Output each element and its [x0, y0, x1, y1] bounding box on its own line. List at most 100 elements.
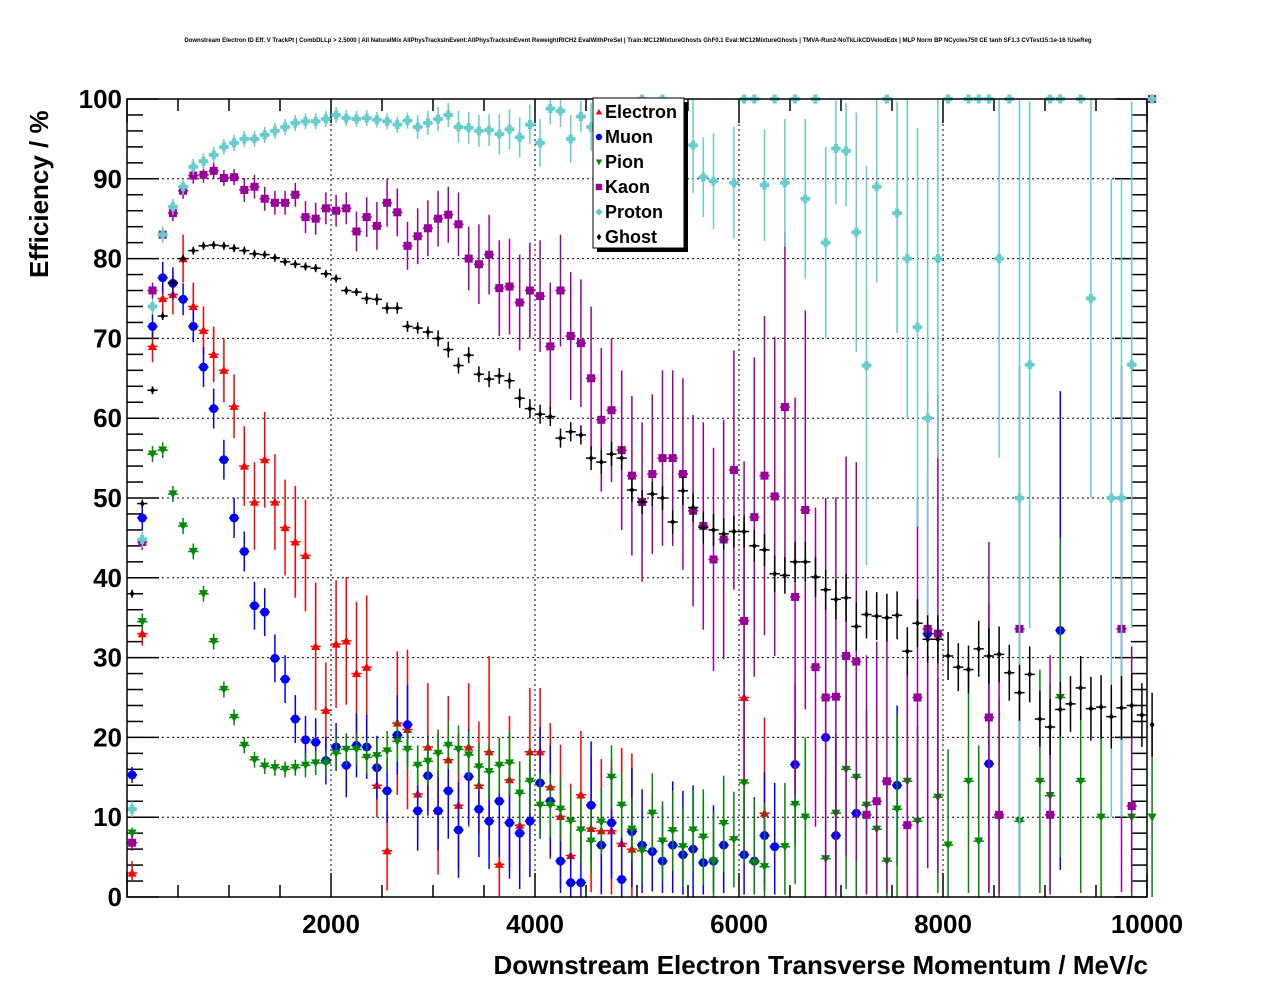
- data-point: [800, 541, 811, 582]
- marker-cross: [994, 254, 1004, 264]
- marker-diamond: [201, 242, 206, 250]
- y-tick-label: 80: [93, 244, 122, 274]
- marker-cross: [688, 140, 698, 150]
- marker-diamond: [160, 312, 166, 320]
- marker-cross: [780, 178, 790, 188]
- marker-cross: [1086, 294, 1096, 303]
- marker-circle: [127, 770, 137, 780]
- marker-triangle-down: [688, 826, 698, 835]
- data-point: [1136, 683, 1147, 747]
- marker-circle: [556, 856, 565, 866]
- data-point: [167, 198, 178, 215]
- marker-diamond: [700, 524, 706, 532]
- data-point: [841, 456, 852, 856]
- marker-diamond: [394, 304, 400, 312]
- marker-triangle-up: [127, 868, 137, 877]
- marker-triangle-up: [321, 705, 331, 714]
- marker-diamond: [598, 458, 604, 466]
- marker-triangle-down: [494, 761, 504, 770]
- data-point: [657, 486, 668, 510]
- data-point: [841, 102, 852, 207]
- marker-circle: [586, 800, 596, 810]
- data-point: [157, 442, 168, 459]
- data-point: [1075, 656, 1086, 720]
- marker-cross: [566, 134, 576, 144]
- data-point: [1126, 673, 1137, 738]
- marker-triangle-down: [362, 753, 372, 762]
- data-point: [198, 241, 209, 250]
- marker-square: [566, 332, 575, 341]
- data-point: [280, 655, 291, 704]
- data-point: [535, 773, 546, 838]
- series-kaon: [127, 95, 1157, 897]
- marker-square: [321, 204, 330, 213]
- marker-triangle-up: [494, 859, 504, 868]
- data-point: [994, 626, 1005, 683]
- marker-cross: [382, 116, 392, 126]
- marker-diamond: [252, 250, 257, 258]
- marker-diamond: [741, 528, 747, 536]
- data-point: [637, 490, 648, 514]
- marker-cross: [474, 126, 484, 136]
- marker-diamond: [476, 370, 482, 378]
- marker-triangle-down: [749, 859, 759, 868]
- marker-circle: [188, 321, 198, 331]
- marker-triangle-down: [168, 490, 178, 499]
- marker-cross: [270, 126, 280, 136]
- data-point: [586, 446, 597, 471]
- data-point: [433, 106, 444, 131]
- data-point: [769, 555, 780, 593]
- marker-cross: [525, 120, 535, 130]
- marker-diamond: [823, 586, 829, 594]
- data-point: [422, 737, 433, 786]
- marker-diamond: [782, 571, 788, 579]
- marker-diamond: [323, 270, 329, 278]
- data-point: [320, 269, 331, 278]
- marker-triangle-down: [719, 819, 729, 829]
- marker-triangle-down: [260, 762, 270, 771]
- data-point: [1004, 644, 1015, 701]
- data-point: [147, 386, 158, 395]
- marker-square: [311, 214, 320, 223]
- data-point: [290, 260, 301, 269]
- marker-cross: [321, 114, 331, 124]
- marker-triangle-down: [800, 813, 810, 822]
- data-point: [902, 99, 913, 419]
- data-point: [514, 388, 525, 408]
- data-point: [575, 798, 586, 862]
- data-point: [412, 114, 423, 139]
- data-point: [535, 240, 546, 352]
- data-point: [708, 133, 719, 230]
- marker-circle: [178, 294, 188, 304]
- data-point: [371, 739, 382, 772]
- marker-cross: [188, 162, 198, 172]
- marker-square: [760, 471, 769, 480]
- marker-square: [791, 592, 800, 601]
- data-point: [341, 110, 352, 127]
- data-point: [586, 306, 597, 451]
- marker-diamond: [425, 328, 431, 336]
- data-point: [218, 439, 229, 480]
- marker-cross: [209, 150, 219, 160]
- data-point: [841, 573, 852, 622]
- marker-circle: [576, 878, 586, 888]
- data-point: [484, 214, 495, 295]
- marker-diamond: [904, 647, 910, 655]
- marker-circle: [617, 874, 627, 884]
- data-point: [912, 599, 923, 648]
- data-point: [514, 761, 525, 826]
- data-point: [188, 158, 199, 175]
- data-point: [728, 126, 739, 239]
- data-point: [1065, 675, 1076, 732]
- marker-triangle-up: [270, 497, 280, 506]
- marker-square: [1046, 810, 1055, 819]
- data-point: [1149, 692, 1155, 757]
- marker-triangle-down: [974, 837, 984, 846]
- marker-cross: [280, 122, 290, 132]
- marker-triangle-down: [780, 843, 790, 852]
- data-point: [647, 394, 658, 554]
- marker-triangle-down: [617, 801, 627, 810]
- data-point: [647, 482, 658, 506]
- data-point: [535, 118, 546, 167]
- data-point: [443, 341, 454, 358]
